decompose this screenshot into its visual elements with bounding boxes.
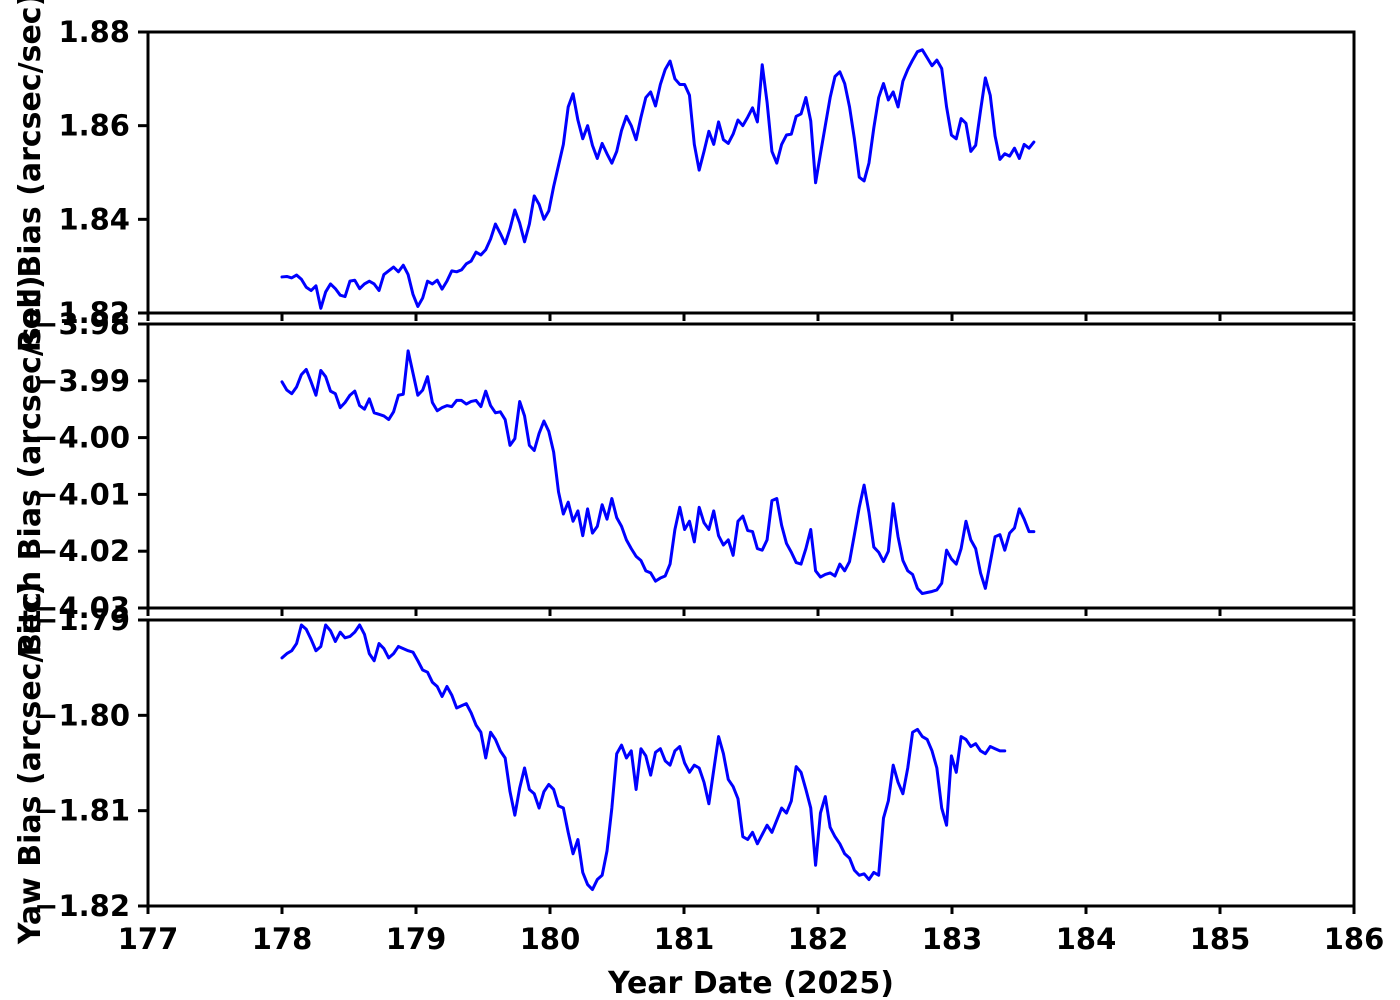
ytick-label-yaw-0: −1.79 xyxy=(34,603,130,637)
ytick-label-pitch-0: −3.98 xyxy=(34,307,130,341)
xtick-label-9: 186 xyxy=(1324,922,1385,956)
data-series-roll xyxy=(280,48,1036,310)
ytick-label-roll-3: 1.82 xyxy=(58,296,130,330)
ytick-label-roll-0: 1.88 xyxy=(58,15,130,49)
panel-roll: 1.88 1.86 1.84 1.82 Roll Bias (arcsec/sec) xyxy=(13,0,1356,352)
x-axis: 177 178 179 180 181 182 183 184 185 186 Year Date … xyxy=(118,922,1385,1000)
xtick-label-8: 185 xyxy=(1190,922,1251,956)
ytick-label-yaw-1: −1.80 xyxy=(34,698,130,732)
xtick-label-6: 183 xyxy=(922,922,983,956)
ylabel-pitch: Pitch Bias (arcsec/sec) xyxy=(13,275,48,656)
ytick-label-roll-1: 1.86 xyxy=(58,109,130,143)
panel-frame-pitch xyxy=(146,322,1356,610)
ytick-label-pitch-1: −3.99 xyxy=(34,364,130,398)
xtick-label-0: 177 xyxy=(118,922,179,956)
xtick-label-4: 181 xyxy=(654,922,715,956)
ylabel-roll: Roll Bias (arcsec/sec) xyxy=(13,0,48,352)
ytick-label-pitch-4: −4.02 xyxy=(34,534,130,568)
xlabel: Year Date (2025) xyxy=(607,966,894,1000)
xtick-label-1: 178 xyxy=(252,922,313,956)
panel-frame-roll xyxy=(146,30,1356,315)
panel-frame-yaw xyxy=(146,618,1356,908)
ytick-label-yaw-2: −1.81 xyxy=(34,794,130,828)
ylabel-yaw: Yaw Bias (arcsec/sec) xyxy=(13,582,48,945)
data-series-pitch xyxy=(280,349,1036,596)
ytick-label-yaw-3: −1.82 xyxy=(34,889,130,923)
data-series-yaw xyxy=(280,623,1007,892)
xtick-label-3: 180 xyxy=(520,922,581,956)
ytick-label-pitch-2: −4.00 xyxy=(34,421,130,455)
ytick-label-pitch-3: −4.01 xyxy=(34,477,130,511)
xtick-label-2: 179 xyxy=(386,922,447,956)
ytick-label-roll-2: 1.84 xyxy=(58,202,130,236)
xtick-label-5: 182 xyxy=(788,922,849,956)
ytick-label-pitch-5: −4.03 xyxy=(34,591,130,625)
xtick-label-7: 184 xyxy=(1056,922,1117,956)
